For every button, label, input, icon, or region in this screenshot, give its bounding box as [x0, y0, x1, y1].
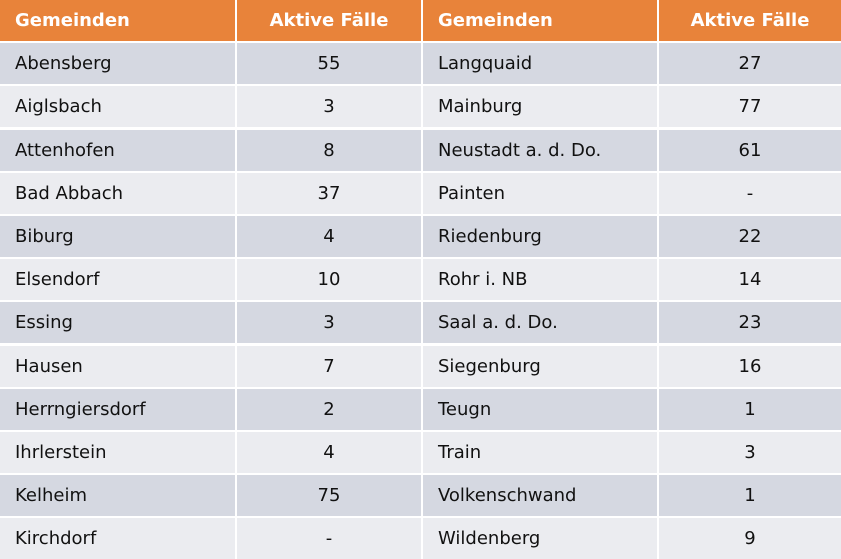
cases-cell: 1	[659, 475, 841, 517]
municipality-cell: Abensberg	[0, 43, 235, 85]
municipality-cell: Langquaid	[423, 43, 657, 85]
municipality-cell: Saal a. d. Do.	[423, 302, 657, 344]
cases-cell: 61	[659, 129, 841, 171]
header-gemeinden-left: Gemeinden	[0, 0, 235, 41]
cases-cell: 3	[237, 86, 421, 128]
municipality-cell: Wildenberg	[423, 518, 657, 559]
municipality-cell: Siegenburg	[423, 345, 657, 387]
cases-cell: 10	[237, 259, 421, 301]
municipality-cell: Ihrlerstein	[0, 431, 235, 473]
cases-cell: -	[237, 518, 421, 559]
cases-cell: 4	[237, 215, 421, 257]
header-aktive-faelle-left: Aktive Fälle	[237, 0, 421, 41]
cases-cell: 55	[237, 43, 421, 85]
cases-cell: 2	[237, 388, 421, 430]
cases-cell: 75	[237, 475, 421, 517]
cases-cell: 8	[237, 129, 421, 171]
cases-cell: 77	[659, 86, 841, 128]
cases-cell: 4	[237, 431, 421, 473]
cases-cell: -	[659, 172, 841, 214]
header-aktive-faelle-right: Aktive Fälle	[659, 0, 841, 41]
municipality-cell: Rohr i. NB	[423, 259, 657, 301]
municipality-cell: Neustadt a. d. Do.	[423, 129, 657, 171]
municipality-cell: Elsendorf	[0, 259, 235, 301]
header-gemeinden-right: Gemeinden	[423, 0, 657, 41]
municipality-cell: Aiglsbach	[0, 86, 235, 128]
cases-cell: 37	[237, 172, 421, 214]
municipality-cell: Teugn	[423, 388, 657, 430]
cases-cell: 1	[659, 388, 841, 430]
municipality-cell: Biburg	[0, 215, 235, 257]
municipality-cell: Train	[423, 431, 657, 473]
municipality-cell: Herrngiersdorf	[0, 388, 235, 430]
cases-cell: 16	[659, 345, 841, 387]
municipality-cell: Hausen	[0, 345, 235, 387]
cases-cell: 3	[237, 302, 421, 344]
cases-cell: 9	[659, 518, 841, 559]
municipality-cell: Kelheim	[0, 475, 235, 517]
municipality-cell: Attenhofen	[0, 129, 235, 171]
cases-cell: 23	[659, 302, 841, 344]
cases-cell: 3	[659, 431, 841, 473]
municipality-cell: Volkenschwand	[423, 475, 657, 517]
municipality-cell: Kirchdorf	[0, 518, 235, 559]
municipality-cell: Riedenburg	[423, 215, 657, 257]
municipality-cell: Mainburg	[423, 86, 657, 128]
municipality-cell: Essing	[0, 302, 235, 344]
cases-cell: 14	[659, 259, 841, 301]
municipality-cell: Bad Abbach	[0, 172, 235, 214]
municipality-cell: Painten	[423, 172, 657, 214]
cases-cell: 7	[237, 345, 421, 387]
cases-cell: 22	[659, 215, 841, 257]
cases-cell: 27	[659, 43, 841, 85]
